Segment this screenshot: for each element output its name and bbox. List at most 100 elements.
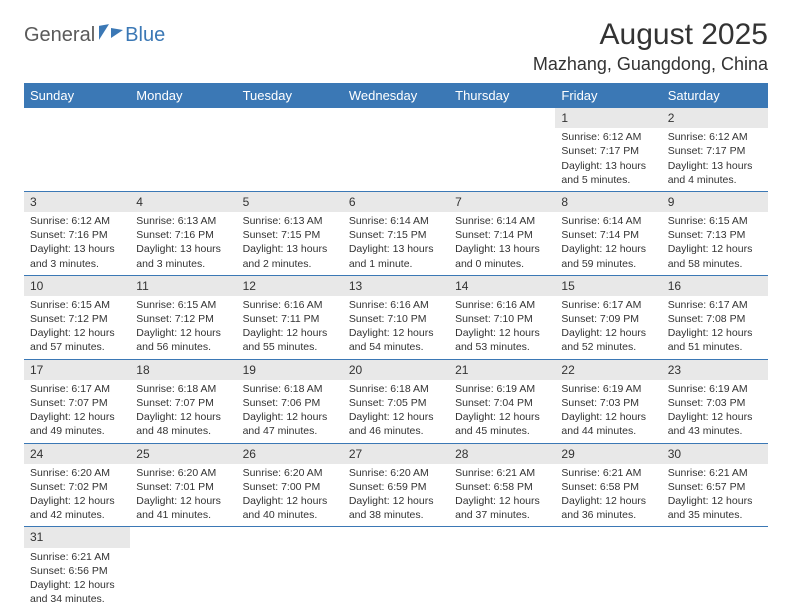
day-content: Sunrise: 6:20 AMSunset: 7:01 PMDaylight:… bbox=[130, 464, 236, 527]
calendar-cell bbox=[662, 527, 768, 610]
weekday-header: Friday bbox=[555, 83, 661, 108]
day-content: Sunrise: 6:13 AMSunset: 7:16 PMDaylight:… bbox=[130, 212, 236, 275]
sunrise-text: Sunrise: 6:20 AM bbox=[30, 466, 124, 480]
calendar-cell bbox=[237, 527, 343, 610]
calendar-cell bbox=[343, 108, 449, 191]
daylight-text: Daylight: 13 hours and 4 minutes. bbox=[668, 159, 762, 187]
calendar-cell: 12Sunrise: 6:16 AMSunset: 7:11 PMDayligh… bbox=[237, 275, 343, 359]
daylight-text: Daylight: 12 hours and 53 minutes. bbox=[455, 326, 549, 354]
calendar-cell: 5Sunrise: 6:13 AMSunset: 7:15 PMDaylight… bbox=[237, 191, 343, 275]
daylight-text: Daylight: 13 hours and 3 minutes. bbox=[30, 242, 124, 270]
day-number: 28 bbox=[449, 444, 555, 464]
day-number: 9 bbox=[662, 192, 768, 212]
day-number: 31 bbox=[24, 527, 130, 547]
sunset-text: Sunset: 7:02 PM bbox=[30, 480, 124, 494]
day-content: Sunrise: 6:20 AMSunset: 6:59 PMDaylight:… bbox=[343, 464, 449, 527]
day-number: 30 bbox=[662, 444, 768, 464]
day-number: 8 bbox=[555, 192, 661, 212]
sunset-text: Sunset: 7:03 PM bbox=[561, 396, 655, 410]
logo-text-general: General bbox=[24, 24, 95, 47]
day-content: Sunrise: 6:18 AMSunset: 7:07 PMDaylight:… bbox=[130, 380, 236, 443]
daylight-text: Daylight: 12 hours and 47 minutes. bbox=[243, 410, 337, 438]
sunrise-text: Sunrise: 6:14 AM bbox=[455, 214, 549, 228]
calendar-cell bbox=[449, 527, 555, 610]
day-content: Sunrise: 6:15 AMSunset: 7:12 PMDaylight:… bbox=[130, 296, 236, 359]
calendar-cell: 22Sunrise: 6:19 AMSunset: 7:03 PMDayligh… bbox=[555, 359, 661, 443]
calendar-table: SundayMondayTuesdayWednesdayThursdayFrid… bbox=[24, 83, 768, 610]
daylight-text: Daylight: 12 hours and 51 minutes. bbox=[668, 326, 762, 354]
daylight-text: Daylight: 12 hours and 43 minutes. bbox=[668, 410, 762, 438]
day-number bbox=[130, 108, 236, 128]
sunrise-text: Sunrise: 6:12 AM bbox=[561, 130, 655, 144]
day-content: Sunrise: 6:19 AMSunset: 7:03 PMDaylight:… bbox=[555, 380, 661, 443]
sunrise-text: Sunrise: 6:14 AM bbox=[349, 214, 443, 228]
logo-sail-icon bbox=[99, 24, 109, 40]
day-number: 13 bbox=[343, 276, 449, 296]
sunset-text: Sunset: 7:17 PM bbox=[561, 144, 655, 158]
sunrise-text: Sunrise: 6:18 AM bbox=[349, 382, 443, 396]
sunset-text: Sunset: 6:59 PM bbox=[349, 480, 443, 494]
sunset-text: Sunset: 7:07 PM bbox=[30, 396, 124, 410]
calendar-cell bbox=[449, 108, 555, 191]
calendar-cell bbox=[130, 108, 236, 191]
calendar-cell: 3Sunrise: 6:12 AMSunset: 7:16 PMDaylight… bbox=[24, 191, 130, 275]
sunset-text: Sunset: 7:11 PM bbox=[243, 312, 337, 326]
sunrise-text: Sunrise: 6:16 AM bbox=[243, 298, 337, 312]
sunset-text: Sunset: 7:16 PM bbox=[136, 228, 230, 242]
calendar-cell: 21Sunrise: 6:19 AMSunset: 7:04 PMDayligh… bbox=[449, 359, 555, 443]
sunset-text: Sunset: 7:12 PM bbox=[30, 312, 124, 326]
calendar-cell bbox=[24, 108, 130, 191]
day-number: 6 bbox=[343, 192, 449, 212]
calendar-cell: 8Sunrise: 6:14 AMSunset: 7:14 PMDaylight… bbox=[555, 191, 661, 275]
sunset-text: Sunset: 7:17 PM bbox=[668, 144, 762, 158]
sunrise-text: Sunrise: 6:14 AM bbox=[561, 214, 655, 228]
day-number: 5 bbox=[237, 192, 343, 212]
logo-sail-icon bbox=[111, 27, 123, 39]
weekday-header: Tuesday bbox=[237, 83, 343, 108]
calendar-cell: 6Sunrise: 6:14 AMSunset: 7:15 PMDaylight… bbox=[343, 191, 449, 275]
day-number: 4 bbox=[130, 192, 236, 212]
sunrise-text: Sunrise: 6:16 AM bbox=[349, 298, 443, 312]
calendar-cell: 15Sunrise: 6:17 AMSunset: 7:09 PMDayligh… bbox=[555, 275, 661, 359]
sunset-text: Sunset: 7:04 PM bbox=[455, 396, 549, 410]
sunrise-text: Sunrise: 6:13 AM bbox=[136, 214, 230, 228]
day-content: Sunrise: 6:21 AMSunset: 6:56 PMDaylight:… bbox=[24, 548, 130, 611]
weekday-header: Monday bbox=[130, 83, 236, 108]
calendar-cell bbox=[237, 108, 343, 191]
day-content: Sunrise: 6:13 AMSunset: 7:15 PMDaylight:… bbox=[237, 212, 343, 275]
daylight-text: Daylight: 13 hours and 3 minutes. bbox=[136, 242, 230, 270]
calendar-cell: 23Sunrise: 6:19 AMSunset: 7:03 PMDayligh… bbox=[662, 359, 768, 443]
day-number: 15 bbox=[555, 276, 661, 296]
weekday-header: Saturday bbox=[662, 83, 768, 108]
sunset-text: Sunset: 7:15 PM bbox=[349, 228, 443, 242]
sunrise-text: Sunrise: 6:18 AM bbox=[136, 382, 230, 396]
day-content: Sunrise: 6:17 AMSunset: 7:09 PMDaylight:… bbox=[555, 296, 661, 359]
day-number bbox=[237, 527, 343, 547]
sunrise-text: Sunrise: 6:13 AM bbox=[243, 214, 337, 228]
sunrise-text: Sunrise: 6:17 AM bbox=[668, 298, 762, 312]
sunrise-text: Sunrise: 6:21 AM bbox=[561, 466, 655, 480]
day-number: 21 bbox=[449, 360, 555, 380]
sunset-text: Sunset: 7:06 PM bbox=[243, 396, 337, 410]
day-content: Sunrise: 6:16 AMSunset: 7:10 PMDaylight:… bbox=[449, 296, 555, 359]
calendar-cell: 10Sunrise: 6:15 AMSunset: 7:12 PMDayligh… bbox=[24, 275, 130, 359]
day-content: Sunrise: 6:21 AMSunset: 6:57 PMDaylight:… bbox=[662, 464, 768, 527]
sunset-text: Sunset: 7:12 PM bbox=[136, 312, 230, 326]
day-content: Sunrise: 6:21 AMSunset: 6:58 PMDaylight:… bbox=[555, 464, 661, 527]
calendar-cell: 7Sunrise: 6:14 AMSunset: 7:14 PMDaylight… bbox=[449, 191, 555, 275]
day-content: Sunrise: 6:21 AMSunset: 6:58 PMDaylight:… bbox=[449, 464, 555, 527]
location-label: Mazhang, Guangdong, China bbox=[533, 54, 768, 75]
calendar-cell: 16Sunrise: 6:17 AMSunset: 7:08 PMDayligh… bbox=[662, 275, 768, 359]
daylight-text: Daylight: 12 hours and 36 minutes. bbox=[561, 494, 655, 522]
daylight-text: Daylight: 12 hours and 54 minutes. bbox=[349, 326, 443, 354]
sunrise-text: Sunrise: 6:18 AM bbox=[243, 382, 337, 396]
weekday-header: Sunday bbox=[24, 83, 130, 108]
header: General Blue August 2025 Mazhang, Guangd… bbox=[24, 18, 768, 75]
sunset-text: Sunset: 7:15 PM bbox=[243, 228, 337, 242]
day-number bbox=[24, 108, 130, 128]
daylight-text: Daylight: 12 hours and 37 minutes. bbox=[455, 494, 549, 522]
day-number: 19 bbox=[237, 360, 343, 380]
calendar-cell: 27Sunrise: 6:20 AMSunset: 6:59 PMDayligh… bbox=[343, 443, 449, 527]
sunrise-text: Sunrise: 6:20 AM bbox=[243, 466, 337, 480]
day-number: 22 bbox=[555, 360, 661, 380]
